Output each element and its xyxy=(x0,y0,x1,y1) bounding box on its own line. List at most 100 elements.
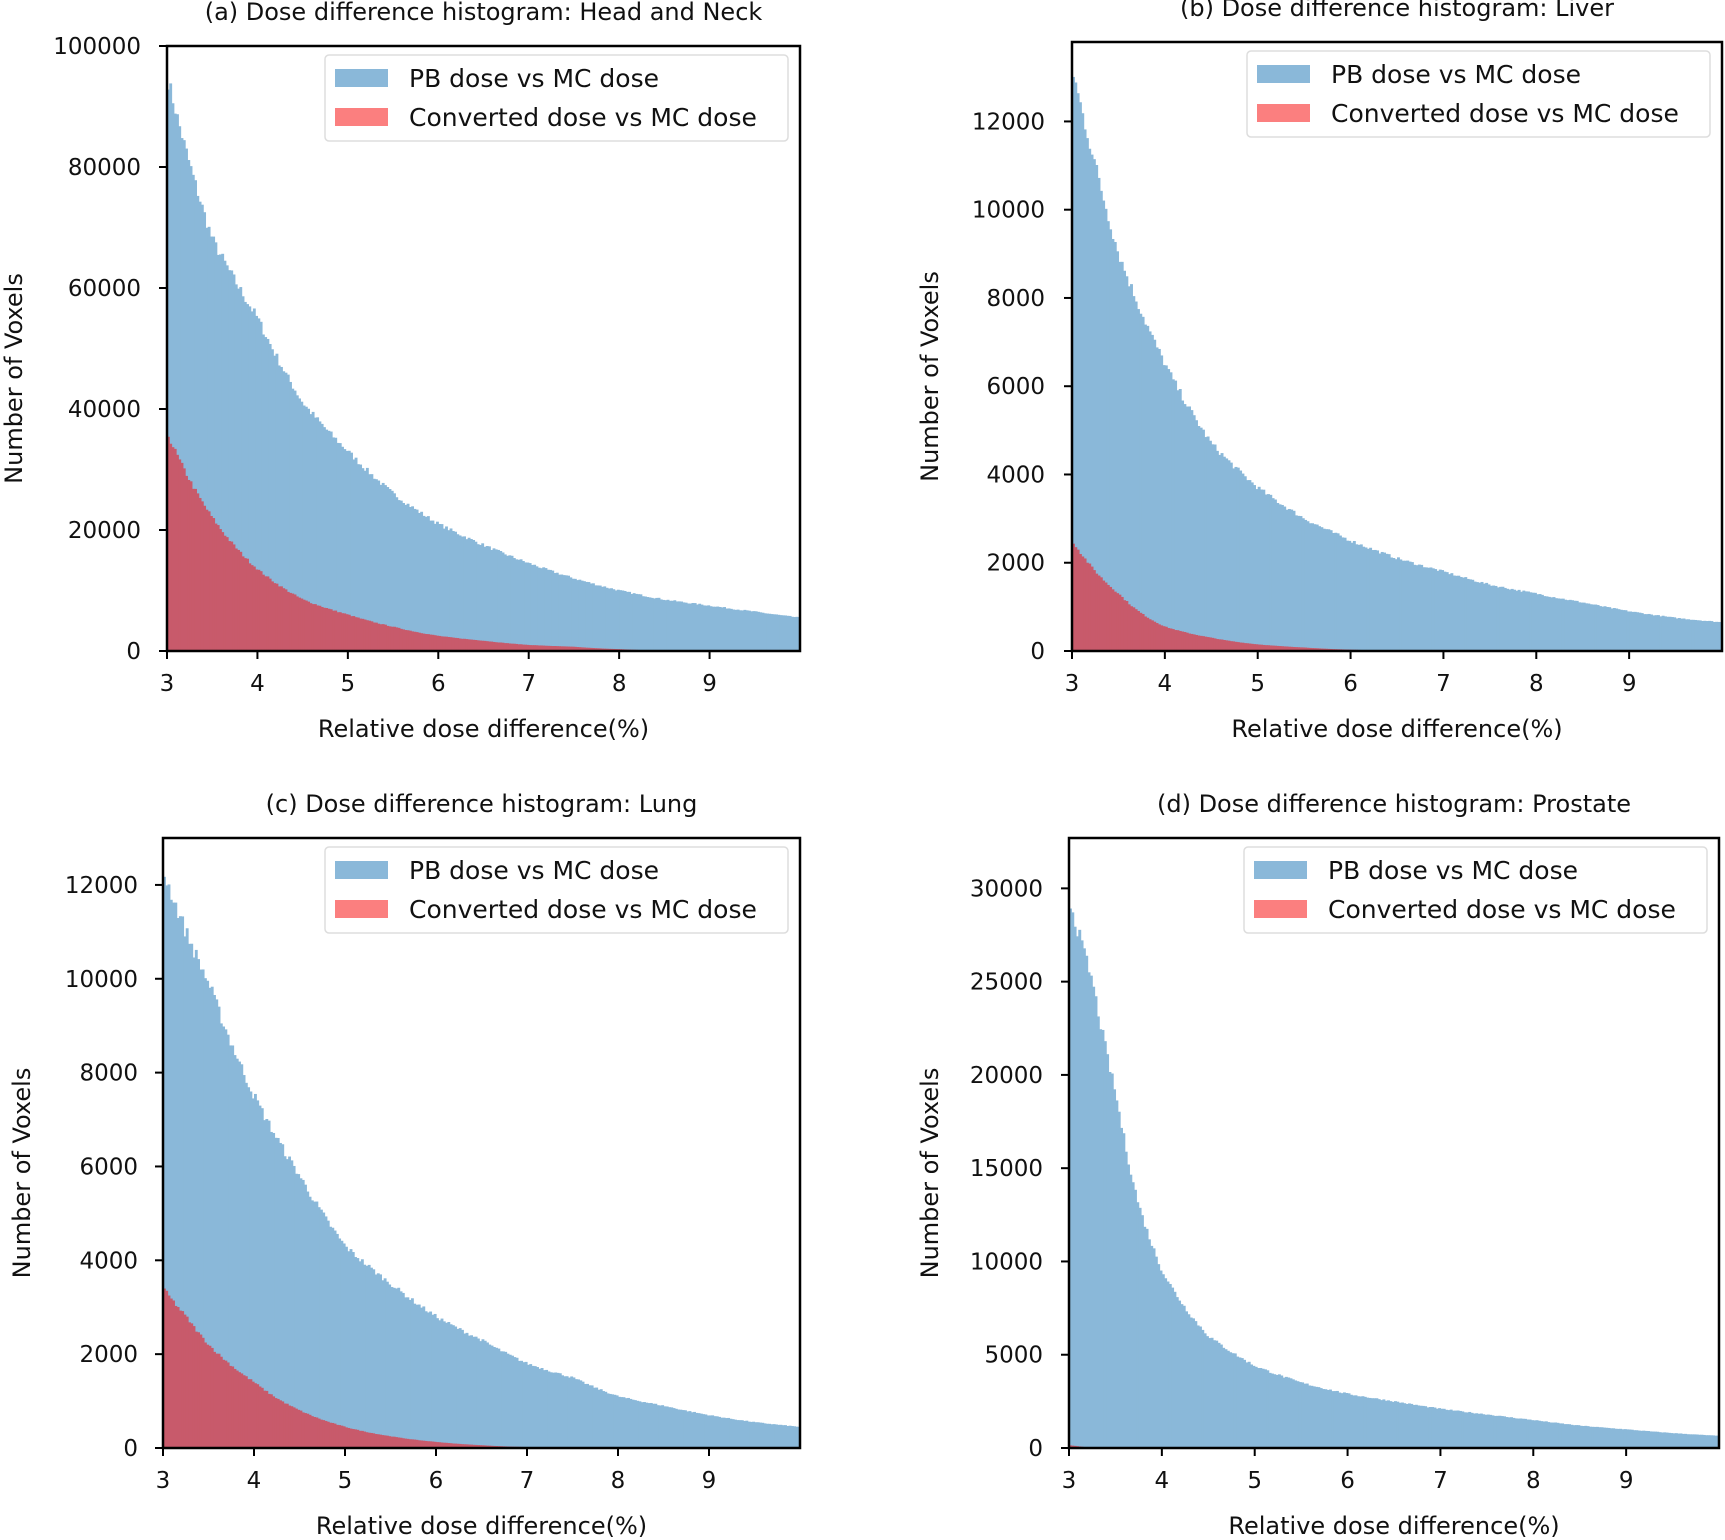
histogram-bar xyxy=(399,1291,403,1448)
histogram-bar xyxy=(1338,1392,1342,1448)
histogram-bar xyxy=(345,450,349,651)
histogram-bar xyxy=(1612,608,1616,651)
histogram-bar xyxy=(1081,556,1085,651)
histogram-bar xyxy=(1206,436,1210,651)
histogram-bar xyxy=(738,1420,742,1448)
histogram-bar xyxy=(501,552,505,651)
histogram-bar xyxy=(1215,1340,1219,1448)
histogram-bar xyxy=(451,1325,455,1448)
histogram-bar xyxy=(1503,1416,1507,1448)
histogram-bar xyxy=(465,1332,469,1448)
histogram-bar xyxy=(788,615,792,651)
histogram-bar xyxy=(415,509,419,651)
y-tick-label: 8000 xyxy=(986,286,1045,312)
histogram-bar xyxy=(235,1058,239,1448)
histogram-bar xyxy=(649,1402,653,1448)
histogram-bar xyxy=(263,1120,266,1448)
histogram-bar xyxy=(454,1443,458,1448)
histogram-bar xyxy=(1090,566,1094,651)
histogram-bar xyxy=(445,1322,448,1448)
histogram-bar xyxy=(1099,577,1103,651)
histogram-bar xyxy=(189,166,193,651)
histogram-bar xyxy=(1471,579,1475,651)
histogram-bar xyxy=(1427,567,1431,651)
histogram-bar xyxy=(288,1156,291,1448)
histogram-bar xyxy=(1470,1412,1474,1448)
histogram-bar xyxy=(176,1307,180,1448)
histogram-bar xyxy=(1417,1405,1421,1448)
histogram-bar xyxy=(167,1295,171,1448)
histogram-bar xyxy=(1222,456,1226,651)
histogram-bar xyxy=(449,528,453,651)
histogram-bar xyxy=(629,1398,633,1448)
histogram-bar xyxy=(178,126,182,651)
histogram-bar xyxy=(1074,547,1078,651)
histogram-bar xyxy=(1257,486,1261,651)
histogram-bar xyxy=(392,1287,396,1448)
histogram-bar xyxy=(316,417,320,651)
histogram-bar xyxy=(675,601,679,651)
histogram-bar xyxy=(503,643,507,651)
histogram-bar xyxy=(1593,1426,1597,1448)
histogram-bar xyxy=(720,1417,724,1448)
histogram-bar xyxy=(490,1345,494,1448)
histogram-bar xyxy=(200,204,204,651)
histogram-bar xyxy=(1442,1408,1446,1448)
histogram-bar xyxy=(1419,1405,1423,1448)
histogram-bar xyxy=(722,1417,726,1448)
histogram-bar xyxy=(788,1425,792,1448)
histogram-bar xyxy=(1326,1389,1330,1448)
histogram-bar xyxy=(740,1420,744,1448)
histogram-bar xyxy=(299,1178,303,1448)
histogram-bar xyxy=(225,265,229,651)
histogram-bar xyxy=(658,1405,662,1448)
histogram-bar xyxy=(1241,642,1245,651)
histogram-bar xyxy=(376,1434,380,1448)
histogram-bar xyxy=(1301,1382,1305,1448)
histogram-bar xyxy=(201,969,205,1448)
histogram-bar xyxy=(1366,1397,1370,1448)
histogram-bar xyxy=(274,1137,278,1448)
histogram-bar xyxy=(1168,1283,1172,1448)
histogram-bar xyxy=(1143,1226,1147,1448)
histogram-bar xyxy=(1333,1391,1337,1448)
histogram-bar xyxy=(1250,643,1254,651)
y-tick-label: 4000 xyxy=(986,462,1045,488)
x-tick-label: 6 xyxy=(431,671,446,697)
histogram-bar xyxy=(1475,582,1479,651)
x-tick-label: 9 xyxy=(702,671,717,697)
histogram-bar xyxy=(1450,573,1454,651)
histogram-bar xyxy=(342,1426,346,1448)
histogram-bar xyxy=(1078,929,1082,1448)
histogram-bar xyxy=(715,1416,719,1448)
histogram-bar xyxy=(1687,619,1691,651)
histogram-bar xyxy=(1354,1395,1358,1448)
y-tick-label: 6000 xyxy=(986,374,1045,400)
histogram-bar xyxy=(1275,1374,1279,1448)
histogram-bar xyxy=(374,1434,378,1448)
histogram-bar xyxy=(576,580,580,651)
histogram-bar xyxy=(336,612,340,651)
histogram-bar xyxy=(1130,284,1133,651)
histogram-bar xyxy=(522,1362,526,1448)
histogram-bar xyxy=(285,1159,289,1448)
histogram-bar xyxy=(426,1312,430,1448)
histogram-bar xyxy=(1550,597,1554,651)
x-tick-label: 5 xyxy=(1250,671,1265,697)
histogram-bar xyxy=(549,569,552,651)
histogram-bar xyxy=(633,1400,637,1448)
histogram-bar xyxy=(573,578,577,651)
histogram-bar xyxy=(449,1443,453,1448)
histogram-bar xyxy=(234,284,238,651)
histogram-bar xyxy=(390,490,394,651)
histogram-bar xyxy=(417,632,421,651)
histogram-bar xyxy=(772,1424,776,1448)
histogram-bar xyxy=(659,599,663,651)
legend-swatch-pb xyxy=(335,69,388,87)
histogram-bar xyxy=(163,876,166,1448)
histogram-bar xyxy=(399,628,403,651)
histogram-bar xyxy=(578,647,582,651)
histogram-bar xyxy=(1315,1386,1318,1448)
